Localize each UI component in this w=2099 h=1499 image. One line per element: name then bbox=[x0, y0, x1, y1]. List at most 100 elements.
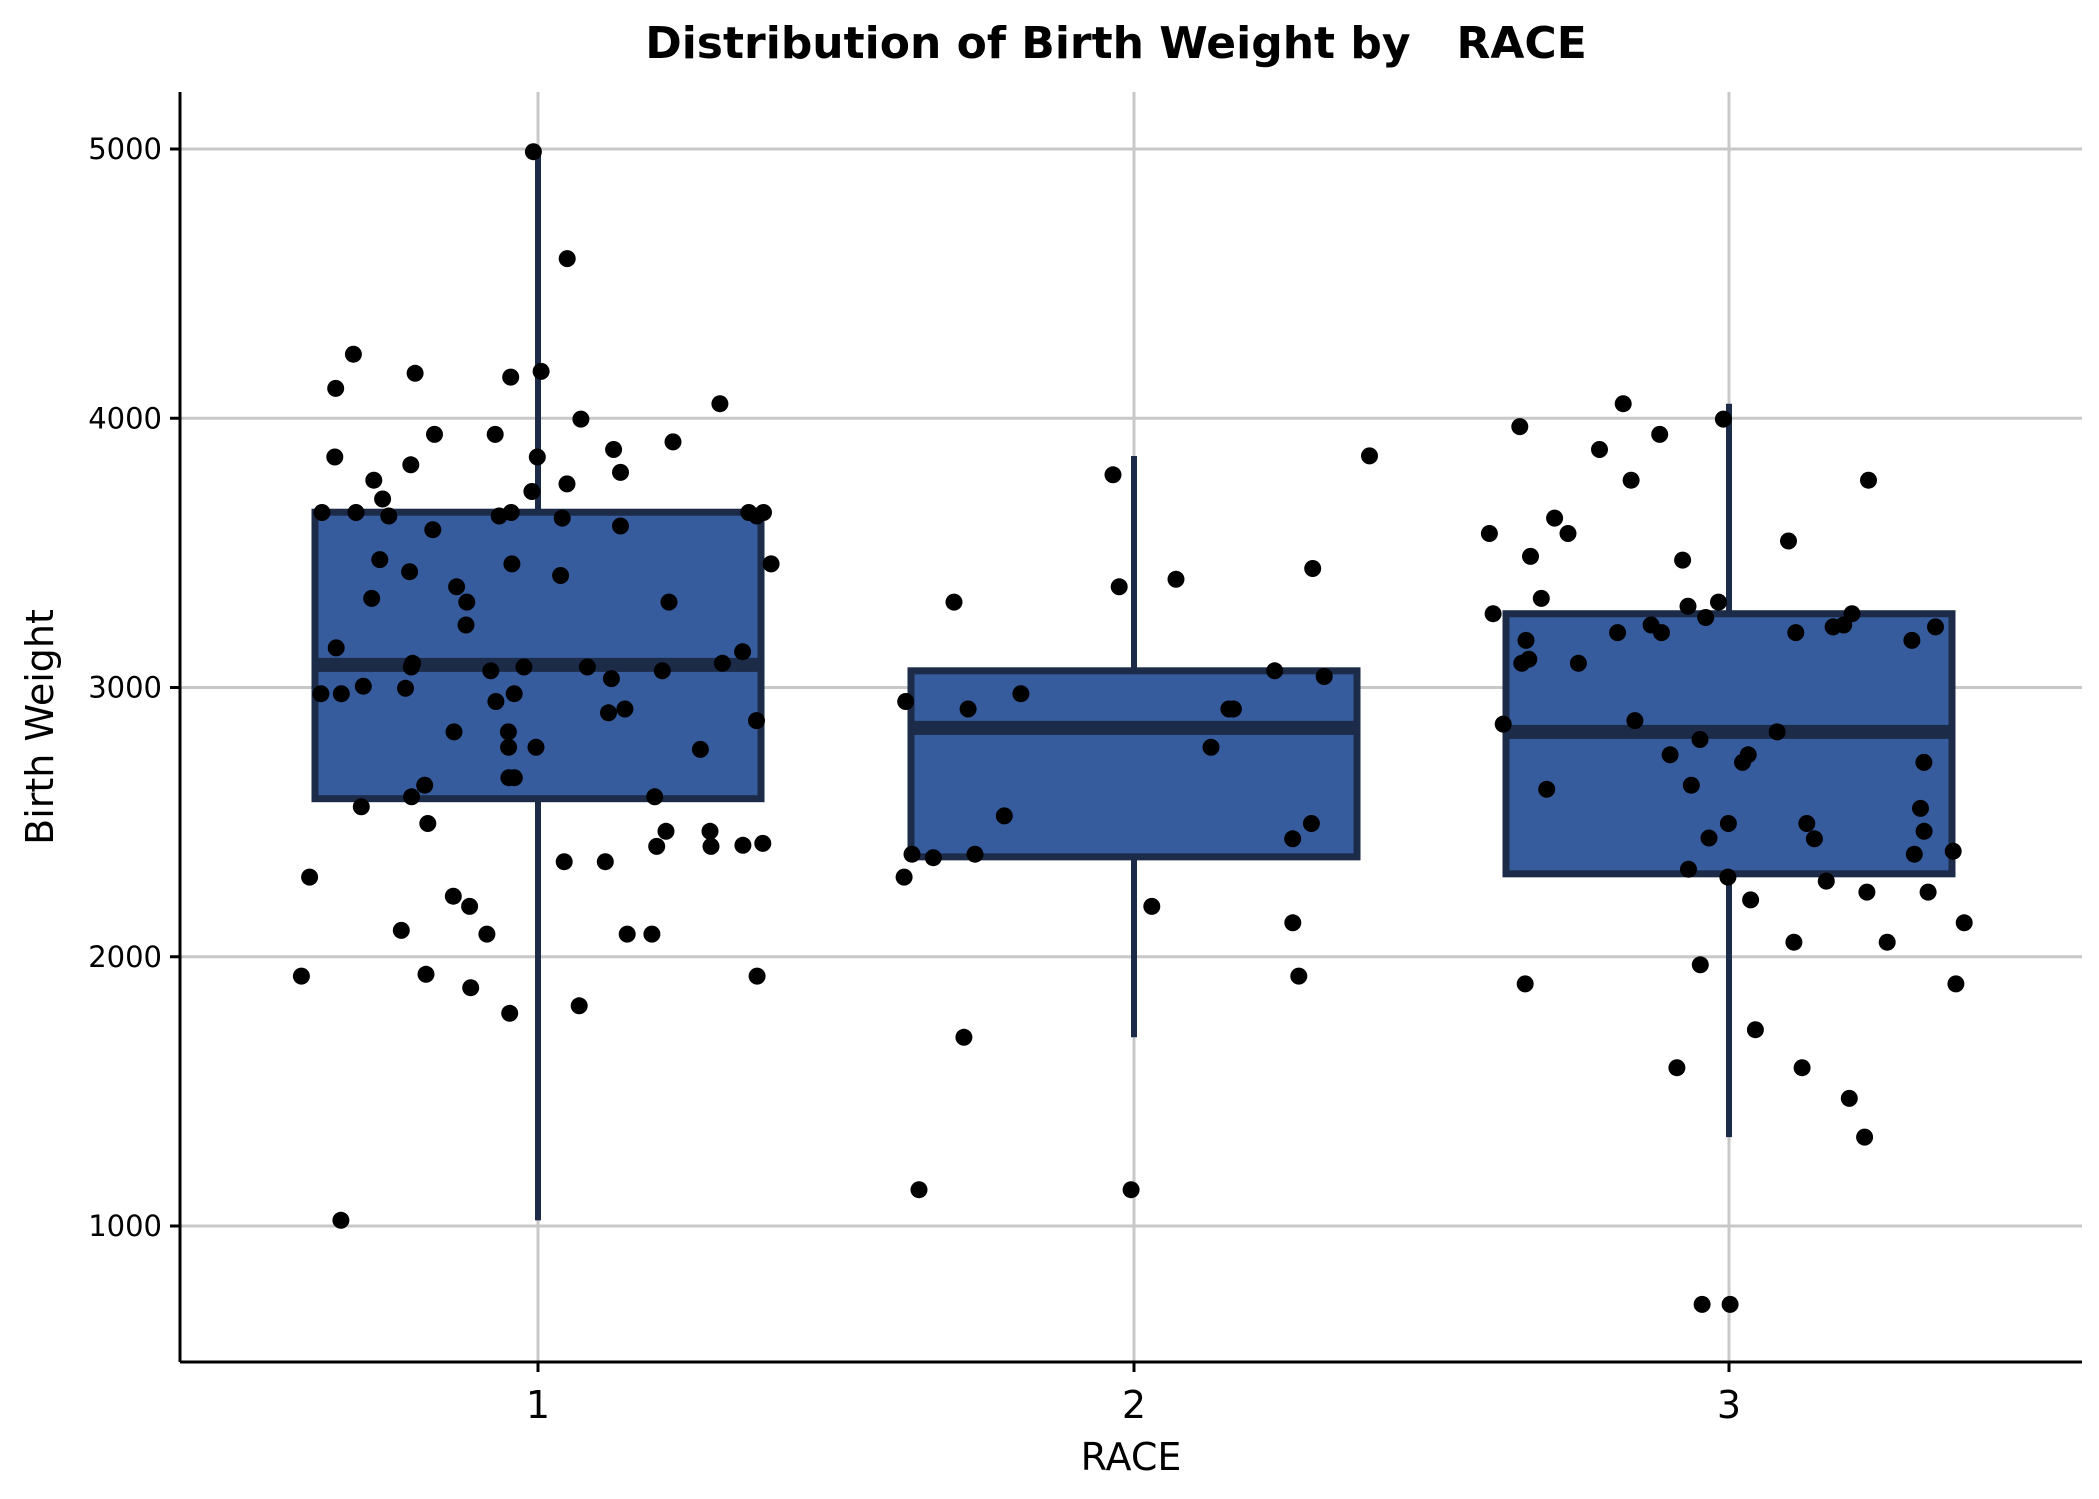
data-point bbox=[1626, 712, 1644, 730]
data-point bbox=[532, 362, 550, 380]
data-point bbox=[1546, 509, 1564, 527]
y-tick-label: 4000 bbox=[88, 401, 162, 435]
data-point bbox=[602, 670, 620, 688]
data-point bbox=[426, 425, 443, 443]
data-point bbox=[461, 897, 479, 915]
data-point bbox=[1793, 1059, 1811, 1077]
y-tick-label: 3000 bbox=[88, 671, 162, 705]
data-point bbox=[402, 658, 420, 676]
data-point bbox=[1674, 551, 1692, 569]
data-point bbox=[486, 425, 504, 443]
data-point bbox=[572, 410, 590, 428]
data-point bbox=[527, 738, 545, 756]
data-point bbox=[643, 925, 661, 943]
y-tick-label: 5000 bbox=[88, 132, 162, 166]
data-point bbox=[1480, 525, 1498, 542]
box bbox=[907, 667, 1361, 861]
data-point bbox=[1284, 914, 1302, 932]
data-point bbox=[657, 822, 675, 840]
data-point bbox=[1668, 1059, 1686, 1077]
data-point bbox=[616, 700, 634, 718]
data-point bbox=[1517, 631, 1535, 649]
data-point bbox=[734, 836, 752, 854]
data-point bbox=[1714, 410, 1732, 428]
data-point bbox=[1680, 860, 1697, 878]
data-point bbox=[897, 693, 915, 710]
data-point bbox=[895, 868, 913, 886]
data-point bbox=[1302, 815, 1320, 832]
data-point bbox=[363, 589, 381, 607]
chart-title: Distribution of Birth Weight by RACE bbox=[645, 18, 1587, 69]
box-plot-1 bbox=[311, 151, 765, 1221]
data-point bbox=[701, 822, 719, 840]
data-point bbox=[1494, 715, 1512, 733]
data-point bbox=[1840, 1089, 1858, 1107]
data-point bbox=[1944, 842, 1962, 860]
data-point bbox=[524, 143, 542, 161]
data-point bbox=[596, 853, 614, 871]
data-point bbox=[1787, 624, 1805, 642]
data-point bbox=[1719, 815, 1737, 832]
data-point bbox=[1798, 815, 1816, 832]
data-point bbox=[1915, 822, 1933, 840]
data-point bbox=[397, 679, 414, 697]
data-point bbox=[1878, 933, 1896, 951]
data-point bbox=[1532, 589, 1550, 607]
data-point bbox=[1651, 425, 1669, 443]
data-point bbox=[1559, 525, 1577, 542]
data-point bbox=[618, 925, 636, 943]
data-point bbox=[702, 837, 720, 855]
data-point bbox=[380, 507, 398, 525]
data-point bbox=[505, 685, 523, 703]
data-point bbox=[553, 509, 571, 527]
data-point bbox=[578, 658, 596, 676]
box-plot-3 bbox=[1502, 403, 1956, 1138]
x-tick-label: 2 bbox=[1122, 1383, 1146, 1427]
data-point bbox=[1614, 395, 1632, 413]
data-point bbox=[1315, 668, 1333, 685]
data-point bbox=[1805, 830, 1823, 848]
data-point bbox=[301, 868, 319, 886]
data-point bbox=[490, 507, 508, 525]
data-point bbox=[959, 700, 977, 718]
data-point bbox=[1700, 829, 1718, 847]
data-point bbox=[354, 677, 372, 695]
data-point bbox=[748, 507, 766, 525]
data-point bbox=[1284, 830, 1302, 848]
data-point bbox=[1768, 723, 1786, 741]
data-point bbox=[1661, 746, 1679, 764]
data-point bbox=[1679, 597, 1697, 615]
data-point bbox=[417, 965, 435, 983]
data-point bbox=[1653, 624, 1670, 642]
data-point bbox=[1361, 447, 1378, 465]
data-point bbox=[1104, 466, 1122, 484]
data-point bbox=[558, 250, 576, 268]
data-point bbox=[312, 685, 330, 703]
data-point bbox=[713, 654, 731, 672]
data-point bbox=[1860, 471, 1877, 489]
data-point bbox=[1511, 418, 1529, 436]
data-point bbox=[1919, 883, 1937, 901]
data-point bbox=[1167, 570, 1185, 588]
data-point bbox=[424, 521, 442, 539]
data-point bbox=[313, 504, 331, 521]
data-point bbox=[1513, 654, 1531, 672]
axes: 1000 2000 3000 4000 5000 1 2 3 bbox=[88, 92, 2082, 1427]
data-point bbox=[1691, 731, 1709, 748]
data-point bbox=[691, 740, 709, 758]
data-point bbox=[444, 887, 462, 905]
data-point bbox=[1591, 441, 1608, 458]
data-points bbox=[292, 143, 1973, 1313]
data-point bbox=[1742, 891, 1760, 909]
data-point bbox=[448, 578, 466, 596]
data-point bbox=[1734, 753, 1751, 771]
data-point bbox=[1569, 654, 1587, 672]
data-point bbox=[332, 685, 350, 703]
data-point bbox=[500, 769, 518, 787]
data-point bbox=[457, 616, 475, 634]
data-point bbox=[347, 504, 365, 521]
data-point bbox=[327, 639, 345, 657]
data-point bbox=[762, 555, 780, 573]
data-point bbox=[462, 979, 480, 997]
data-point bbox=[570, 997, 588, 1015]
